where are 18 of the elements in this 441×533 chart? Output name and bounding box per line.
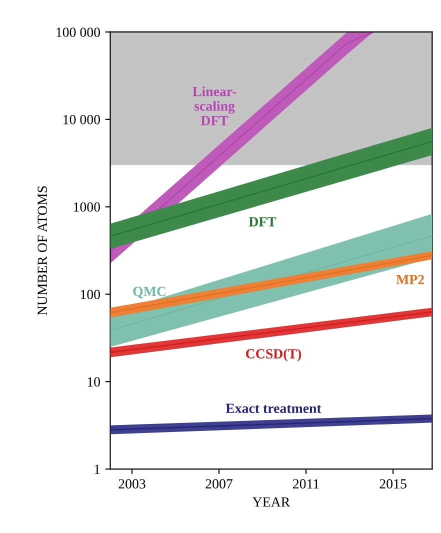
x-tick-label: 2003 <box>118 479 146 489</box>
x-tick-label: 2007 <box>206 479 232 489</box>
series-label: MP2 <box>396 274 424 284</box>
series-label: Linear- scaling DFT <box>192 86 236 126</box>
series-label: CCSD(T) <box>246 348 302 362</box>
series-label: QMC <box>133 286 166 298</box>
y-tick-label: 1 <box>94 464 100 474</box>
x-tick-label: 2011 <box>293 479 319 489</box>
x-axis-title: YEAR <box>252 497 290 507</box>
x-tick-label: 2015 <box>380 479 406 489</box>
y-tick-label: 100 <box>80 290 100 300</box>
series-label: DFT <box>248 217 276 226</box>
y-tick-label: 10 000 <box>64 114 100 124</box>
y-axis-title: NUMBER OF ATOMS <box>38 186 48 316</box>
y-tick-label: 1000 <box>74 202 100 212</box>
y-tick-label: 100 000 <box>56 28 100 37</box>
series-label: Exact treatment <box>226 404 322 414</box>
y-tick-label: 10 <box>88 377 100 387</box>
